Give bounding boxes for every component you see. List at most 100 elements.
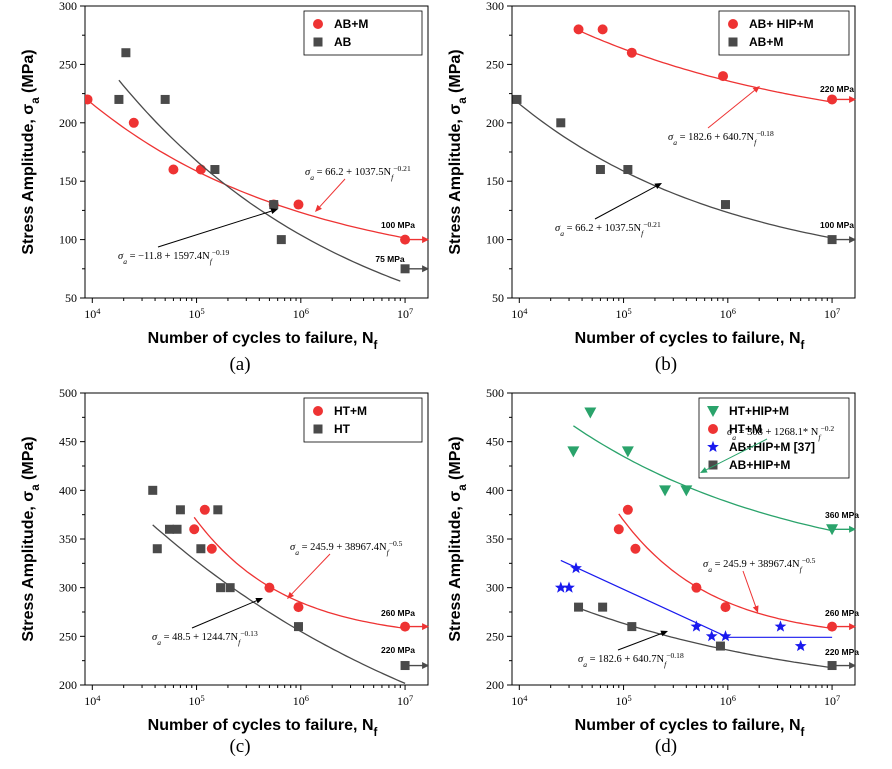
runout-arrow-head (422, 265, 429, 273)
chart-panel-3: 200 250 300 350 400 450 500 104 105 106 107 Stress … (20, 386, 429, 757)
data-point (152, 544, 162, 554)
x-tick-label: 104 (84, 307, 101, 322)
data-point (400, 661, 410, 671)
x-tick-label: 104 (84, 694, 101, 709)
runout-arrow-head (849, 623, 856, 631)
y-tick-label: 250 (486, 57, 504, 71)
data-point (563, 581, 575, 593)
y-tick-label: 200 (59, 678, 77, 692)
legend-marker (313, 19, 323, 29)
fit-curve (578, 29, 833, 103)
runout-arrow-head (849, 236, 856, 244)
legend-marker (313, 406, 323, 416)
panel-caption: (d) (655, 736, 677, 757)
data-point (213, 505, 223, 515)
fit-equation: σa = 182.6 + 640.7Nf−0.18 (668, 86, 774, 147)
chart-panel-4: 200 250 300 350 400 450 500 104 105 106 107 Stress … (447, 386, 859, 757)
x-tick-label: 104 (511, 307, 528, 322)
data-point (216, 583, 226, 593)
data-point (705, 630, 718, 642)
runout-arrow-head (422, 236, 429, 244)
legend-marker (708, 460, 718, 470)
equation-pointer-head (287, 591, 295, 599)
legend-label: HT+M (334, 404, 367, 418)
legend-box (303, 397, 423, 443)
svg-text:Stress Amplitude, σa (MPa): Stress Amplitude, σa (MPa) (447, 49, 469, 254)
x-axis-title: Number of cycles to failure, Nf (575, 717, 805, 739)
x-tick-label: 105 (188, 307, 204, 322)
series-ht-m (189, 504, 429, 632)
fit-curve (152, 524, 406, 684)
data-point (160, 94, 170, 104)
y-tick-label: 300 (486, 581, 504, 595)
equation-text: σa = 182.6 + 640.7Nf−0.18 (578, 651, 684, 669)
y-tick-label: 400 (59, 483, 77, 497)
data-point (164, 524, 174, 534)
legend-label: AB+HIP+M [37] (729, 440, 815, 454)
legend-box (718, 10, 850, 56)
legend-marker (728, 37, 738, 47)
series-ab-hip-m (574, 602, 856, 671)
chart-panel-1: 50 100 150 200 250 300 104 105 106 107 Stress Ampl… (20, 0, 429, 375)
data-point (826, 524, 839, 536)
data-point (584, 407, 597, 419)
panel-caption: (c) (229, 736, 250, 757)
x-tick-label: 105 (615, 307, 631, 322)
series-ab-hip-m-37- (554, 559, 833, 652)
panel-caption: (b) (655, 354, 677, 375)
x-tick-label: 106 (720, 307, 736, 322)
equation-pointer (742, 570, 757, 607)
legend-label: HT (334, 422, 351, 436)
legend-box (698, 397, 850, 479)
fit-curve (516, 101, 833, 239)
x-tick-label: 104 (511, 694, 528, 709)
x-tick-label: 106 (293, 307, 309, 322)
fatigue-limit-label: 75 MPa (375, 254, 405, 264)
equation-text: σa = 182.6 + 640.7Nf−0.18 (668, 129, 774, 147)
data-point (827, 235, 837, 245)
equation-text: σa = 245.9 + 38967.4Nf−0.5 (290, 539, 403, 557)
data-point (827, 94, 838, 105)
data-point (720, 602, 731, 613)
fit-curve (85, 97, 406, 239)
plot-area (85, 48, 429, 282)
plot-area (512, 24, 856, 245)
y-tick-label: 300 (59, 581, 77, 595)
data-point (690, 620, 703, 632)
data-point (85, 94, 93, 105)
legend-label: AB+ HIP+M (749, 17, 814, 31)
legend: HT+HIP+M HT+M AB+HIP+M [37] AB+HIP+M (698, 397, 850, 479)
data-point (794, 639, 807, 652)
fit-curve (118, 79, 401, 282)
fatigue-limit-label: 100 MPa (820, 220, 854, 230)
legend: AB+M AB (303, 10, 423, 56)
equation-pointer (617, 633, 662, 651)
y-tick-label: 350 (486, 532, 504, 546)
data-point (276, 235, 286, 245)
data-point (400, 621, 411, 632)
y-tick-label: 100 (486, 233, 504, 247)
equation-text: σa = 66.2 + 1037.5Nf−0.21 (555, 220, 661, 238)
y-tick-label: 250 (59, 57, 77, 71)
fatigue-limit-label: 100 MPa (381, 220, 415, 230)
fit-curve (193, 516, 406, 629)
y-tick-label: 150 (486, 174, 504, 188)
y-tick-label: 400 (486, 483, 504, 497)
data-point (168, 164, 179, 175)
data-point (148, 485, 158, 495)
plot-area (554, 407, 856, 671)
x-axis-title: Number of cycles to failure, Nf (575, 330, 805, 352)
legend-box (303, 10, 423, 56)
fit-curve (618, 513, 833, 629)
legend-marker (313, 424, 323, 434)
data-point (573, 24, 584, 35)
legend: AB+ HIP+M AB+M (718, 10, 850, 56)
data-point (627, 622, 637, 632)
equation-pointer (319, 178, 346, 208)
panel-caption: (a) (229, 354, 250, 375)
fatigue-limit-label: 260 MPa (825, 608, 859, 618)
data-point (613, 524, 624, 535)
data-point (114, 94, 124, 104)
